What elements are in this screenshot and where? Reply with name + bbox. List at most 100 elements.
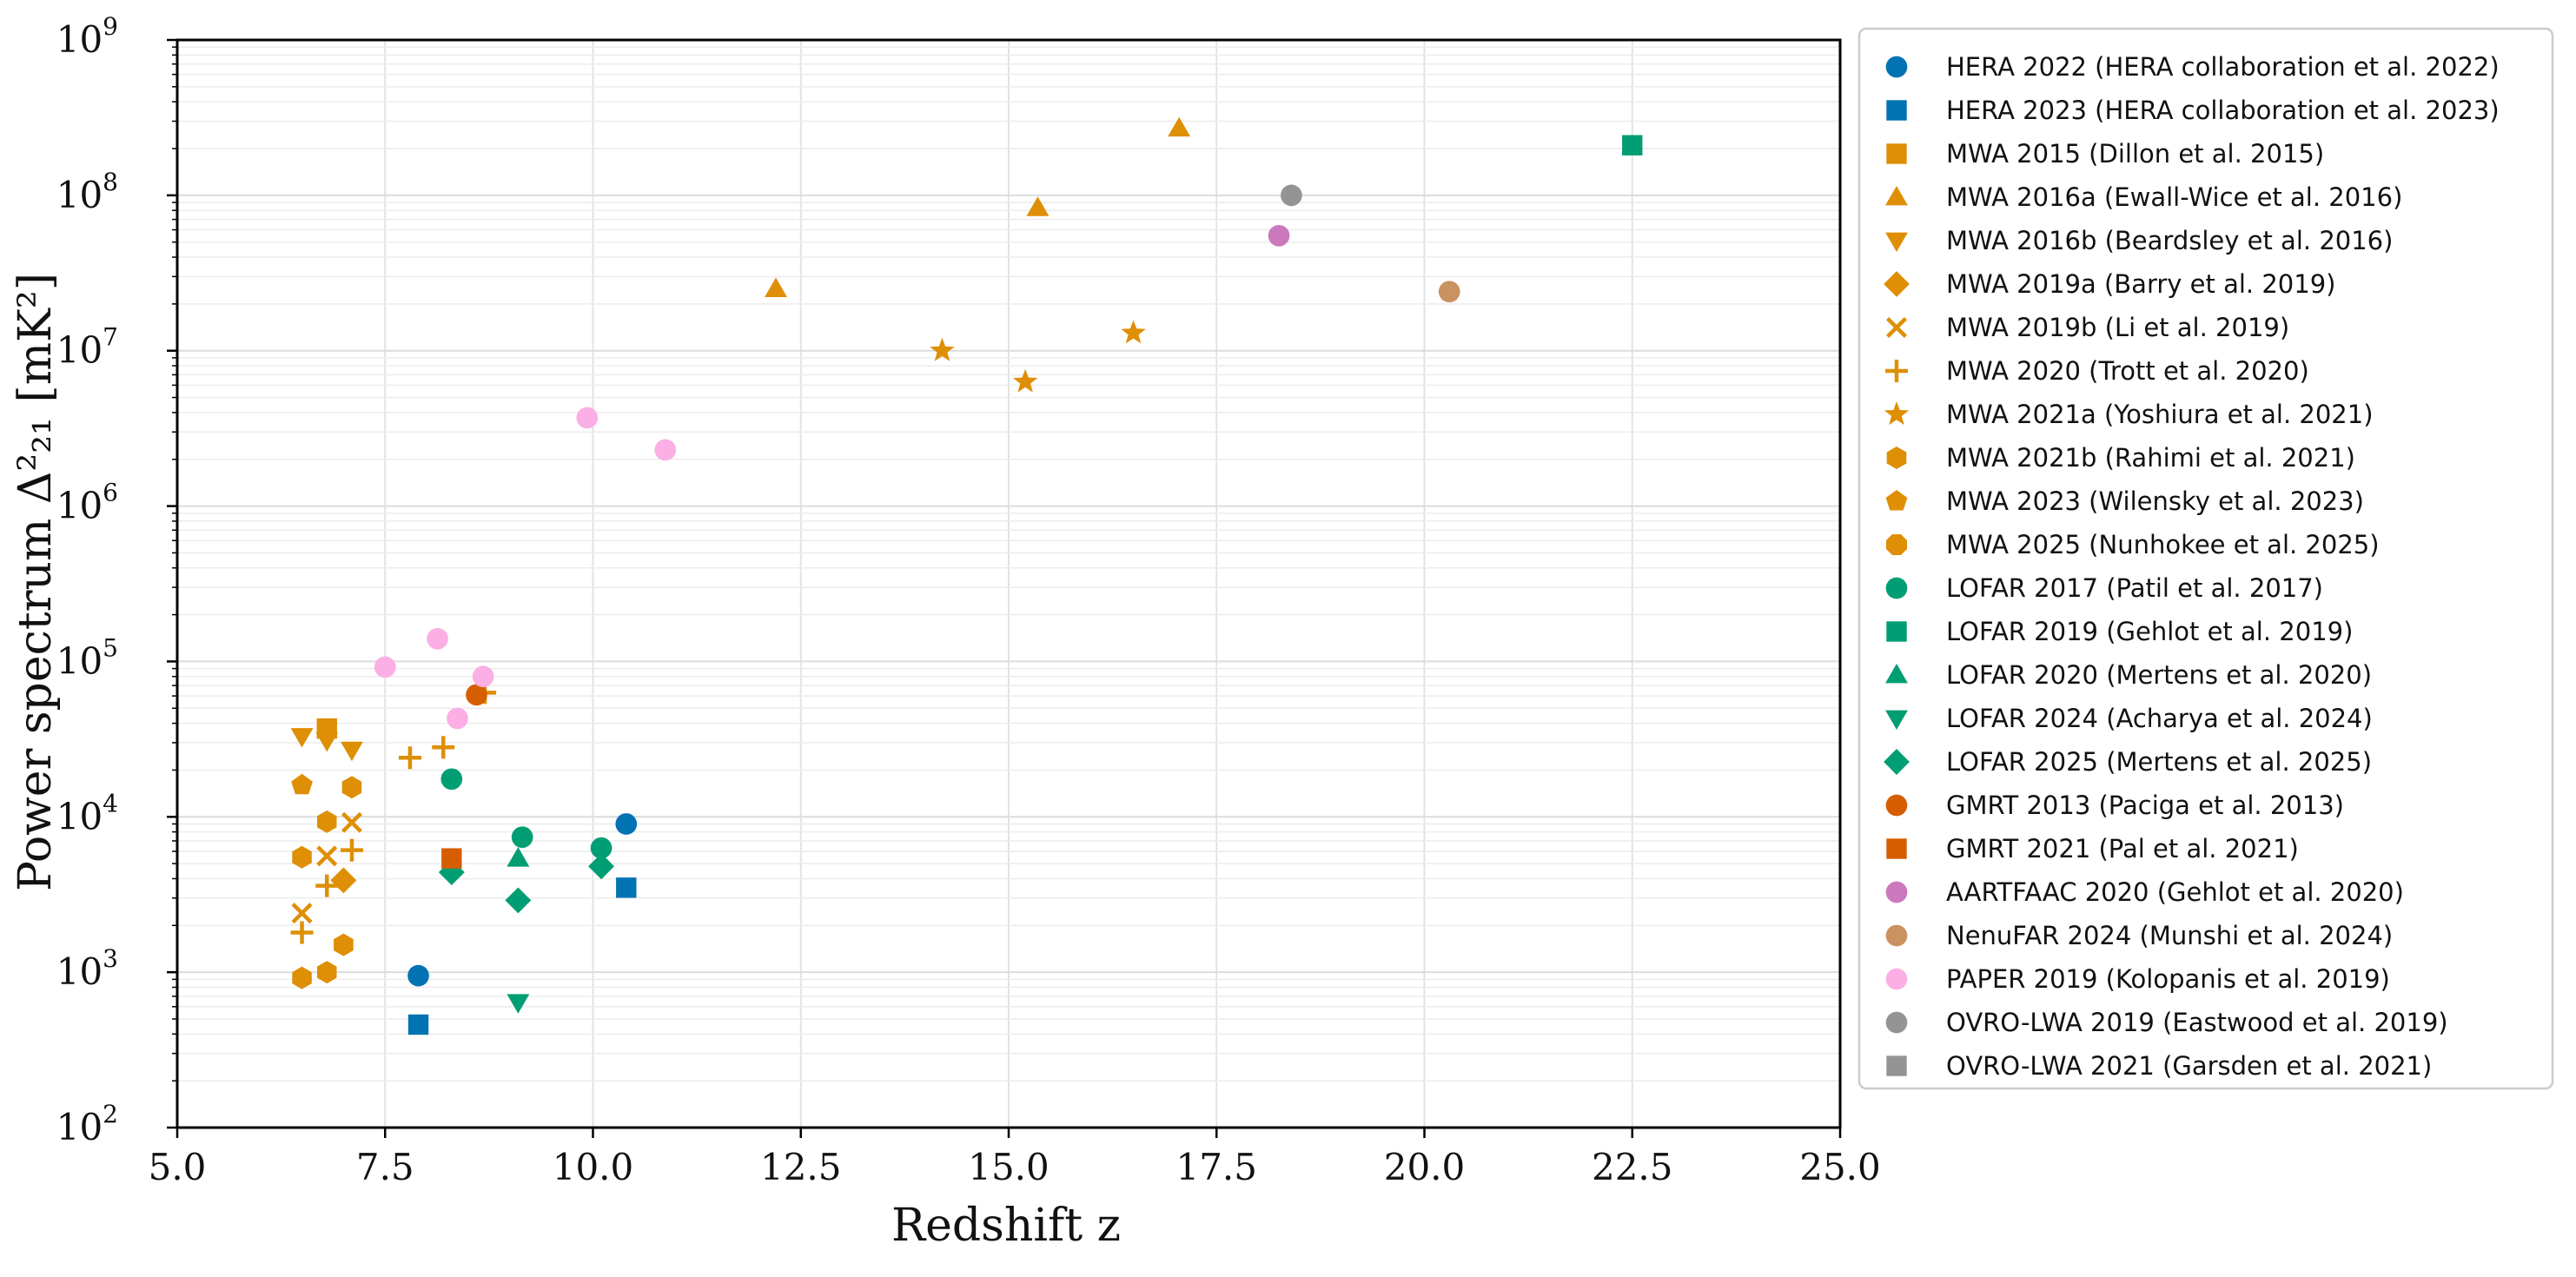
marker-square: [1622, 135, 1643, 155]
x-axis-ticks: 5.0 7.5 10.0 12.5 15.0 17.5 20.0 22.5 25.0: [149, 1128, 1881, 1188]
marker-star: [930, 337, 955, 361]
marker-circle: [447, 707, 468, 730]
legend-label: NenuFAR 2024 (Munshi et al. 2024): [1946, 921, 2393, 950]
legend-frame: [1858, 27, 2554, 1090]
marker-octagon: [1886, 534, 1907, 555]
legend-label: MWA 2016b (Beardsley et al. 2016): [1946, 226, 2393, 255]
marker-square: [616, 877, 637, 898]
marker-circle: [1885, 577, 1908, 599]
marker-square: [1886, 143, 1907, 164]
x-tick-label: 15.0: [968, 1146, 1050, 1188]
x-tick-label: 22.5: [1592, 1146, 1673, 1188]
marker-x: [341, 811, 362, 833]
legend-label: MWA 2019a (Barry et al. 2019): [1946, 269, 2335, 299]
marker-circle: [654, 439, 677, 461]
marker-diamond: [1884, 749, 1910, 775]
legend-label: GMRT 2021 (Pal et al. 2021): [1946, 834, 2299, 863]
marker-x: [291, 903, 313, 924]
legend-label: LOFAR 2019 (Gehlot et al. 2019): [1946, 617, 2353, 646]
marker-diamond: [1884, 271, 1910, 297]
marker-square: [1886, 100, 1907, 121]
marker-diamond: [588, 853, 614, 880]
marker-plus: [340, 838, 363, 862]
marker-triangle-down: [1885, 710, 1908, 730]
marker-triangle-up: [765, 277, 787, 297]
marker-star: [1121, 320, 1146, 344]
marker-circle: [1268, 224, 1290, 247]
marker-x: [316, 845, 338, 867]
marker-hexagon: [317, 810, 337, 833]
x-tick-label: 5.0: [149, 1146, 207, 1188]
marker-hexagon: [317, 961, 337, 984]
marker-square: [407, 1014, 429, 1035]
legend-label: AARTFAAC 2020 (Gehlot et al. 2020): [1946, 877, 2404, 907]
x-tick-label: 10.0: [553, 1146, 634, 1188]
marker-circle: [1281, 184, 1302, 207]
marker-plus: [1885, 360, 1908, 382]
marker-circle: [1885, 1011, 1908, 1034]
legend-label: OVRO-LWA 2021 (Garsden et al. 2021): [1946, 1051, 2432, 1081]
marker-triangle-down: [315, 732, 339, 752]
marker-square: [441, 848, 462, 869]
marker-diamond: [330, 867, 357, 894]
marker-triangle-up: [1026, 196, 1050, 216]
legend-label: MWA 2016a (Ewall-Wice et al. 2016): [1946, 182, 2402, 212]
marker-circle: [1885, 924, 1908, 947]
marker-circle: [576, 407, 599, 429]
marker-circle: [374, 656, 396, 678]
marker-hexagon: [334, 933, 354, 956]
marker-triangle-up: [507, 847, 530, 867]
legend-label: HERA 2023 (HERA collaboration et al. 202…: [1946, 96, 2500, 125]
marker-star: [1012, 368, 1038, 393]
marker-circle: [472, 665, 494, 688]
marker-diamond: [505, 887, 532, 914]
marker-plus: [398, 746, 421, 770]
marker-circle: [1885, 794, 1908, 817]
marker-circle: [1885, 968, 1908, 990]
x-tick-label: 25.0: [1799, 1146, 1881, 1188]
marker-pentagon: [291, 773, 313, 795]
legend-label: LOFAR 2024 (Acharya et al. 2024): [1946, 704, 2373, 733]
marker-circle: [440, 768, 463, 791]
marker-plus: [290, 921, 314, 944]
marker-circle: [466, 684, 487, 706]
legend-label: GMRT 2013 (Paciga et al. 2013): [1946, 791, 2344, 820]
marker-hexagon: [292, 845, 312, 869]
marker-circle: [615, 813, 638, 835]
marker-hexagon: [1886, 447, 1907, 469]
marker-circle: [590, 837, 613, 859]
marker-triangle-down: [507, 994, 530, 1014]
legend-label: HERA 2022 (HERA collaboration et al. 202…: [1946, 52, 2500, 82]
x-axis-title: Redshift z: [891, 1200, 1121, 1252]
x-tick-label: 12.5: [760, 1146, 842, 1188]
marker-circle: [1885, 56, 1908, 78]
legend-label: OVRO-LWA 2019 (Eastwood et al. 2019): [1946, 1008, 2448, 1037]
marker-plus: [315, 874, 339, 897]
marker-circle: [1885, 881, 1908, 903]
marker-hexagon: [341, 776, 362, 799]
marker-x: [1886, 317, 1907, 338]
x-tick-label: 17.5: [1175, 1146, 1257, 1188]
legend-label: MWA 2023 (Wilensky et al. 2023): [1946, 486, 2364, 516]
data-points: [290, 116, 1643, 1035]
marker-square: [1886, 621, 1907, 642]
marker-circle: [427, 627, 448, 650]
marker-triangle-down: [290, 728, 314, 748]
legend-label: MWA 2015 (Dillon et al. 2015): [1946, 139, 2324, 169]
marker-triangle-up: [1168, 116, 1191, 137]
marker-triangle-down: [341, 741, 363, 762]
legend-label: PAPER 2019 (Kolopanis et al. 2019): [1946, 964, 2390, 994]
marker-triangle-up: [1885, 186, 1908, 206]
legend-label: MWA 2019b (Li et al. 2019): [1946, 313, 2289, 342]
marker-circle: [407, 964, 429, 987]
legend: HERA 2022 (HERA collaboration et al. 202…: [1858, 27, 2554, 1090]
legend-label: MWA 2021b (Rahimi et al. 2021): [1946, 443, 2355, 473]
legend-label: MWA 2021a (Yoshiura et al. 2021): [1946, 400, 2374, 429]
legend-label: MWA 2025 (Nunhokee et al. 2025): [1946, 530, 2380, 559]
marker-square: [1886, 1055, 1907, 1076]
marker-circle: [1438, 281, 1460, 303]
marker-star: [1884, 401, 1910, 426]
legend-label: LOFAR 2017 (Patil et al. 2017): [1946, 573, 2323, 603]
legend-label: LOFAR 2020 (Mertens et al. 2020): [1946, 660, 2372, 690]
